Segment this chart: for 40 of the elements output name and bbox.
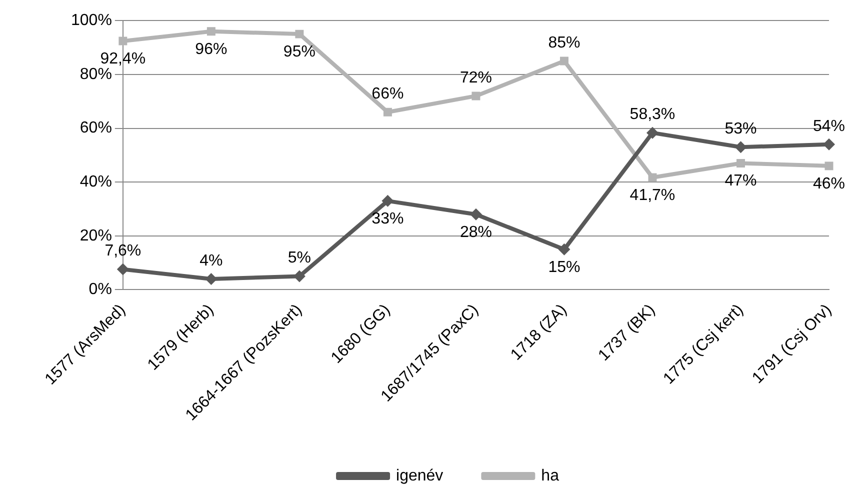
data-label: 95% — [283, 43, 316, 60]
point — [648, 173, 657, 182]
data-label: 54% — [812, 118, 846, 135]
y-tick-label: 20% — [80, 227, 112, 244]
data-label: 4% — [200, 252, 223, 270]
data-label: 66% — [372, 86, 404, 103]
point — [383, 108, 392, 116]
data-label: 28% — [460, 224, 492, 241]
data-label: 33% — [372, 210, 404, 228]
y-tick-label: 60% — [80, 120, 112, 137]
data-label: 92,4% — [100, 50, 146, 68]
point — [295, 30, 304, 38]
legend-label: igenév — [396, 467, 444, 484]
y-tick-label: 100% — [71, 12, 112, 30]
point — [824, 162, 834, 170]
point — [116, 263, 129, 276]
point — [382, 194, 394, 207]
point — [646, 126, 658, 139]
legend-label: ha — [541, 467, 560, 484]
data-label: 72% — [460, 69, 492, 86]
y-tick-label: 0% — [88, 281, 112, 298]
data-label: 85% — [548, 34, 580, 52]
point — [558, 243, 570, 256]
point — [472, 92, 480, 100]
data-label: 7,6% — [104, 242, 142, 260]
data-label: 46% — [812, 175, 846, 192]
point — [560, 56, 568, 66]
point — [736, 159, 745, 168]
point — [206, 27, 216, 36]
data-label: 15% — [548, 258, 580, 276]
data-label: 41,7% — [630, 186, 676, 204]
data-label: 96% — [195, 40, 228, 58]
point — [118, 36, 128, 46]
data-label: 58,3% — [630, 106, 676, 124]
point — [470, 208, 482, 220]
data-label: 5% — [288, 250, 312, 267]
data-label: 53% — [724, 120, 757, 138]
data-label: 47% — [724, 172, 757, 190]
y-tick-label: 40% — [80, 173, 112, 190]
y-tick-label: 80% — [80, 66, 112, 83]
